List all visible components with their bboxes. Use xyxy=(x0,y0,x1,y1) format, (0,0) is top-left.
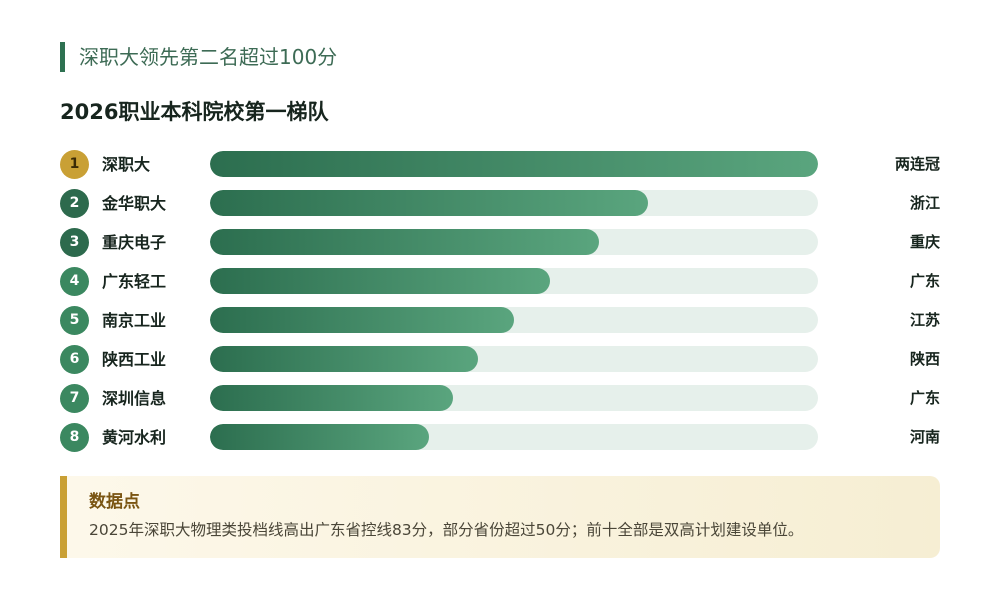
bar xyxy=(210,346,478,372)
ranking-bar-chart: 1 深职大 两连冠 2 金华职大 浙江 3 重庆电子 重庆 4 广东轻工 广东 5 南京工业 江苏 6 陕西工业… xyxy=(60,150,940,462)
bar-row: 1 深职大 两连冠 xyxy=(60,150,940,189)
region-label: 两连冠 xyxy=(894,155,940,173)
bar-row: 8 黄河水利 河南 xyxy=(60,423,940,462)
category-label: 广东轻工 xyxy=(102,272,167,291)
bar xyxy=(210,151,818,177)
category-label: 重庆电子 xyxy=(102,233,167,252)
bar-track xyxy=(210,229,818,255)
subtitle: 深职大领先第二名超过100分 xyxy=(60,42,337,72)
bar xyxy=(210,385,454,411)
bar xyxy=(210,229,600,255)
region-label: 广东 xyxy=(909,272,940,290)
rank-badge: 4 xyxy=(60,267,89,296)
bar-track xyxy=(210,268,818,294)
bar-row: 6 陕西工业 陕西 xyxy=(60,345,940,384)
bar-track xyxy=(210,346,818,372)
category-label: 金华职大 xyxy=(102,194,167,213)
bar-track xyxy=(210,424,818,450)
bar-row: 5 南京工业 江苏 xyxy=(60,306,940,345)
bar xyxy=(210,307,514,333)
bar-track xyxy=(210,151,818,177)
bar-row: 4 广东轻工 广东 xyxy=(60,267,940,306)
region-label: 浙江 xyxy=(909,194,940,212)
rank-badge: 5 xyxy=(60,306,89,335)
rank-badge: 8 xyxy=(60,423,89,452)
chart-title: 2026职业本科院校第一梯队 xyxy=(60,100,329,124)
rank-badge: 7 xyxy=(60,384,89,413)
category-label: 深职大 xyxy=(102,155,151,174)
region-label: 河南 xyxy=(909,428,940,446)
bar-track xyxy=(210,307,818,333)
bar-track xyxy=(210,385,818,411)
rank-badge: 2 xyxy=(60,189,89,218)
callout-title: 数据点 xyxy=(89,492,140,512)
category-label: 南京工业 xyxy=(102,311,167,330)
bar-row: 7 深圳信息 广东 xyxy=(60,384,940,423)
rank-badge: 6 xyxy=(60,345,89,374)
bar xyxy=(210,424,429,450)
bar xyxy=(210,268,551,294)
rank-badge: 1 xyxy=(60,150,89,179)
region-label: 江苏 xyxy=(909,311,940,329)
rank-badge: 3 xyxy=(60,228,89,257)
bar-row: 2 金华职大 浙江 xyxy=(60,189,940,228)
category-label: 深圳信息 xyxy=(102,389,167,408)
bar-track xyxy=(210,190,818,216)
region-label: 广东 xyxy=(909,389,940,407)
data-point-callout: 数据点 2025年深职大物理类投档线高出广东省控线83分，部分省份超过50分；前… xyxy=(60,476,940,558)
bar-row: 3 重庆电子 重庆 xyxy=(60,228,940,267)
category-label: 黄河水利 xyxy=(102,428,167,447)
category-label: 陕西工业 xyxy=(102,350,167,369)
callout-body: 2025年深职大物理类投档线高出广东省控线83分，部分省份超过50分；前十全部是… xyxy=(89,521,804,539)
region-label: 陕西 xyxy=(909,350,940,368)
region-label: 重庆 xyxy=(909,233,940,251)
bar xyxy=(210,190,648,216)
